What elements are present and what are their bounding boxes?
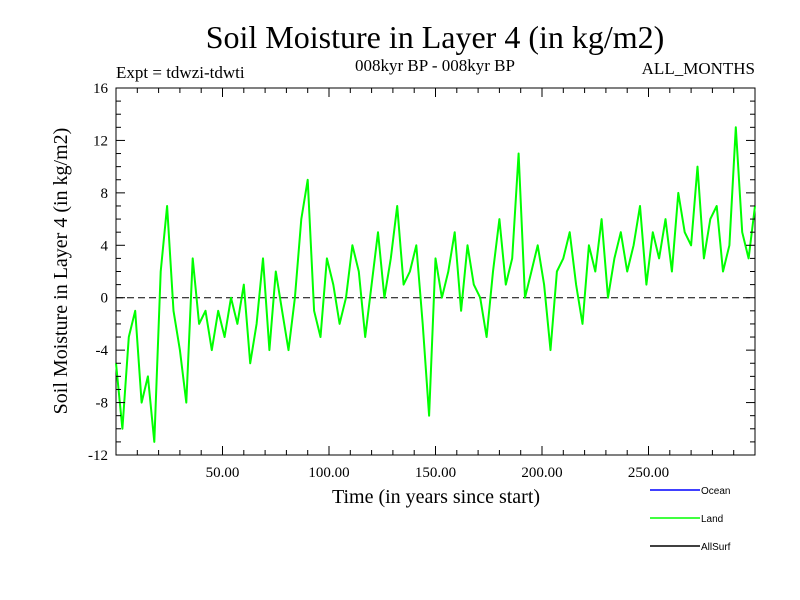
x-tick-label: 200.00 (521, 465, 562, 481)
y-tick-label: 16 (93, 81, 109, 97)
y-axis: -12 -8 -4 0 4 8 12 16 (88, 81, 755, 464)
legend: Ocean Land AllSurf (650, 486, 731, 553)
plot-area (115, 87, 756, 456)
y-tick-label: -8 (96, 396, 109, 412)
x-axis-label: Time (in years since start) (332, 486, 540, 508)
x-tick-label: 100.00 (308, 465, 349, 481)
x-tick-label: 50.00 (206, 465, 240, 481)
y-tick-label: 0 (101, 291, 109, 307)
y-axis-label: Soil Moisture in Layer 4 (in kg/m2) (50, 128, 72, 415)
y-tick-label: 8 (101, 186, 109, 202)
months-label: ALL_MONTHS (642, 59, 755, 78)
x-tick-label: 250.00 (628, 465, 669, 481)
y-tick-label: 12 (93, 133, 108, 149)
legend-allsurf-label: AllSurf (701, 542, 731, 553)
legend-land-label: Land (701, 514, 723, 525)
x-tick-label: 150.00 (415, 465, 456, 481)
y-tick-label: -4 (96, 343, 109, 359)
x-axis: 50.00 100.00 150.00 200.00 250.00 (136, 88, 735, 481)
experiment-label: Expt = tdwzi-tdwti (116, 63, 245, 82)
y-tick-label: 4 (101, 238, 109, 254)
period-label: 008kyr BP - 008kyr BP (355, 56, 515, 75)
series-line-land (115, 126, 756, 443)
legend-ocean-label: Ocean (701, 486, 730, 497)
y-tick-label: -12 (88, 448, 108, 464)
chart-title: Soil Moisture in Layer 4 (in kg/m2) (206, 19, 665, 55)
